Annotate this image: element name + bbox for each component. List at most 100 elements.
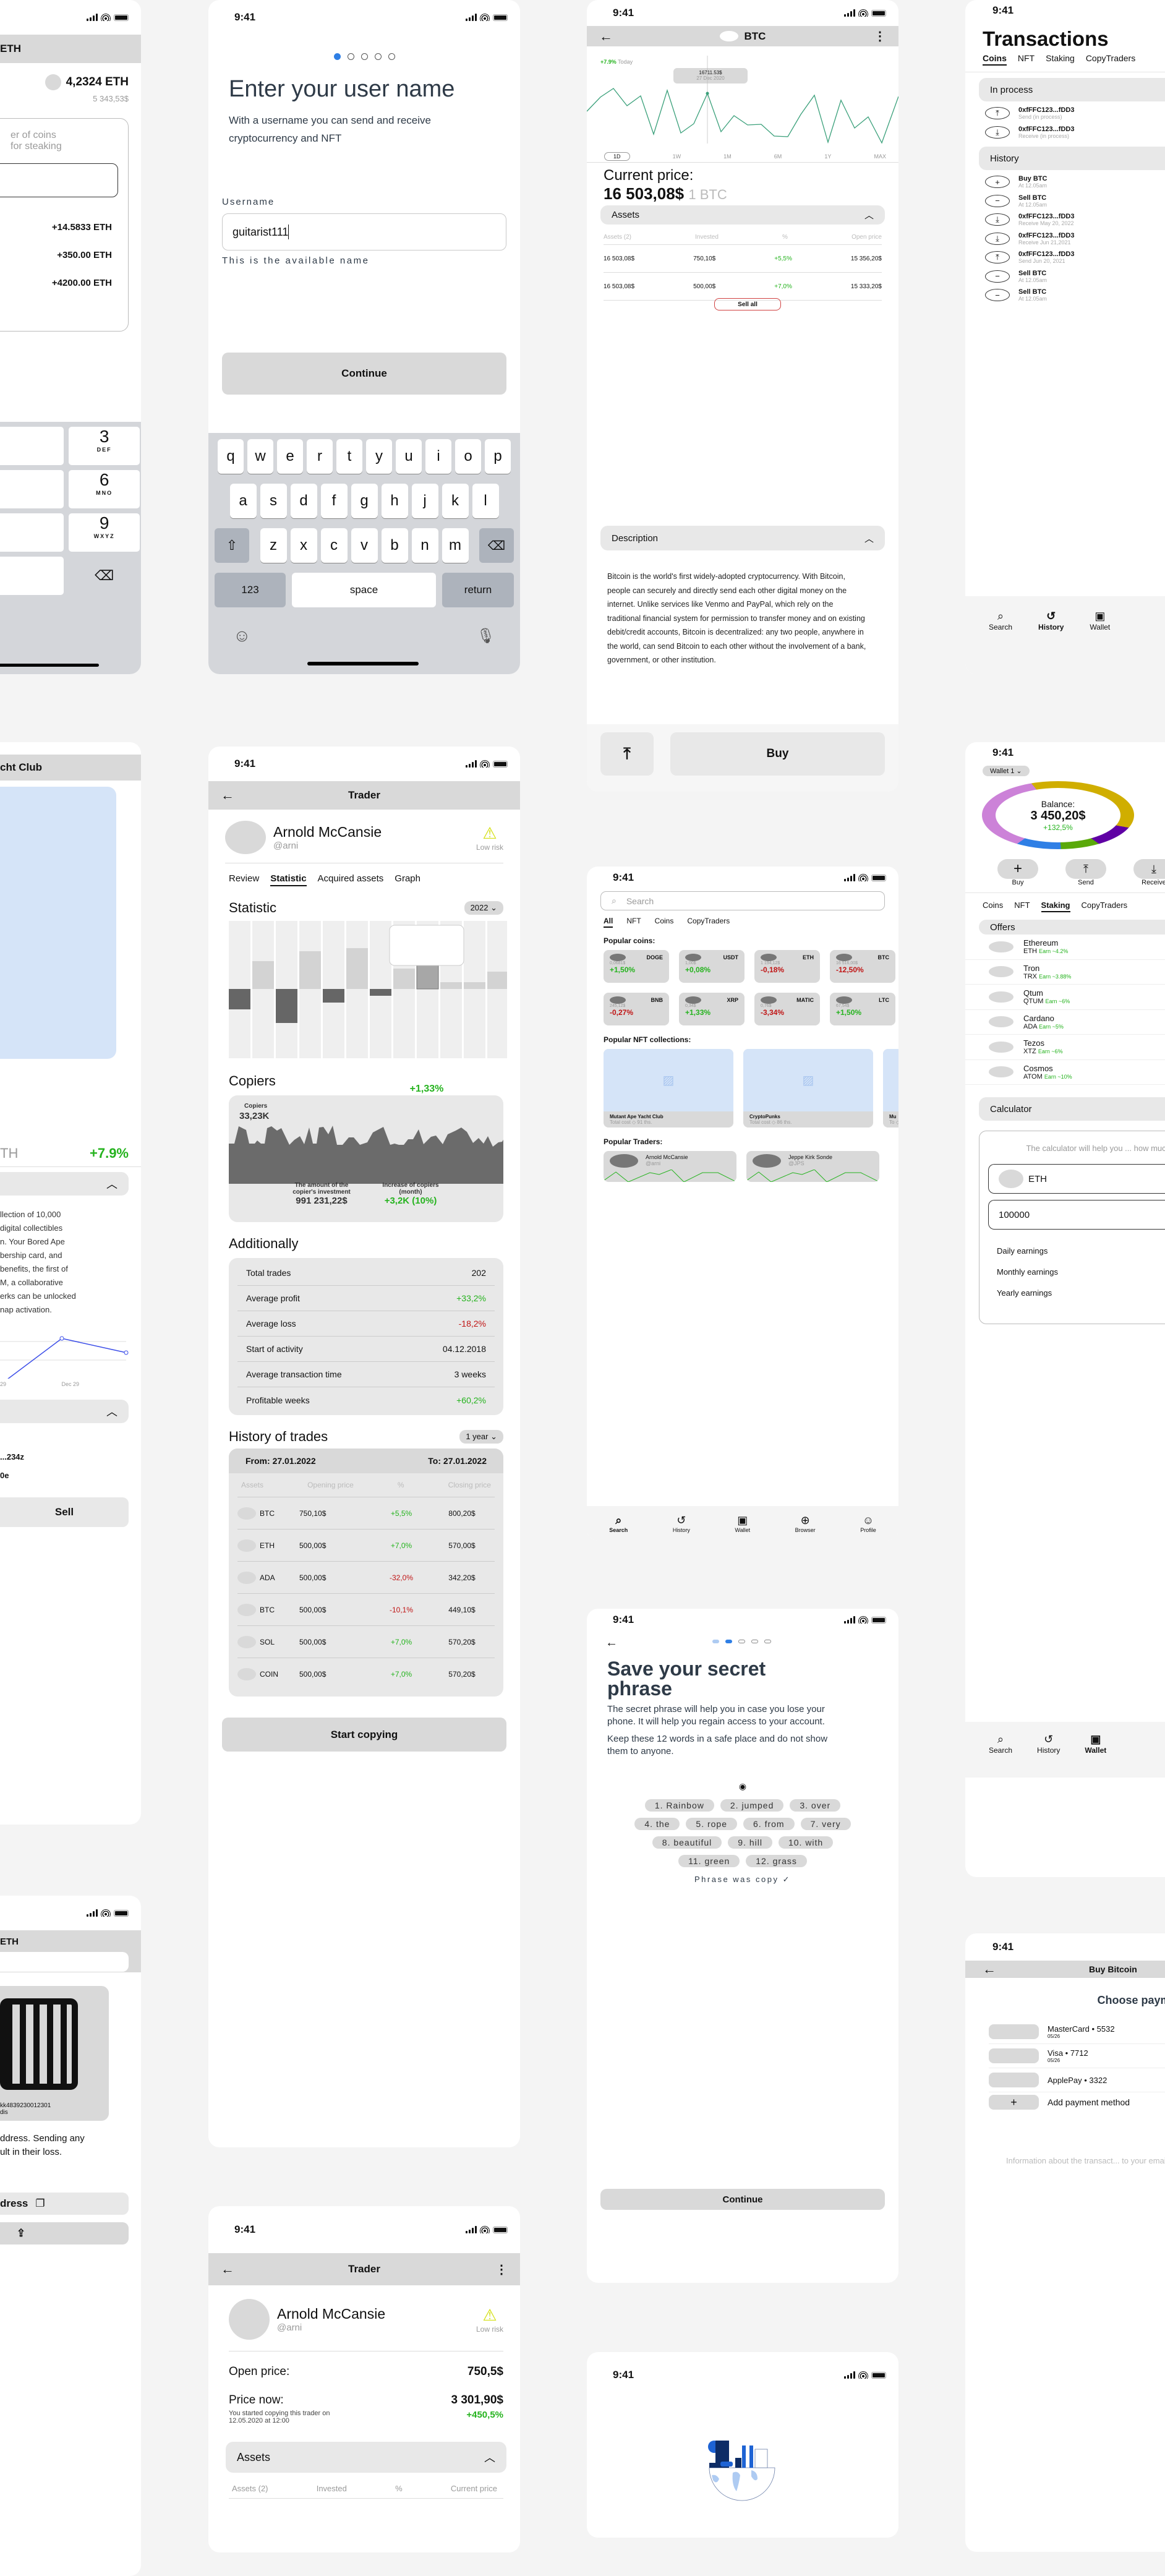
coin-card[interactable]: ETH 1 194,12$ -0,18% [754, 950, 820, 983]
nav-history[interactable]: ↺ History [672, 1513, 690, 1533]
tab-coins[interactable]: Coins [983, 901, 1004, 910]
eye-icon[interactable]: ◉ [738, 1781, 747, 1791]
coin-card[interactable]: BTC 16 516,00$ -12,50% [830, 950, 895, 983]
key-p[interactable]: p [485, 439, 511, 474]
staking-offer[interactable]: Qtum QTUM Earn ~6% [965, 985, 1165, 1010]
sell-button[interactable]: Sell [0, 1497, 129, 1527]
key-h[interactable]: h [381, 484, 408, 518]
key-j[interactable]: j [411, 484, 438, 518]
trade-row[interactable]: ADA 500,00$ -32,0% 342,20$ [237, 1562, 495, 1594]
key-i[interactable]: i [425, 439, 451, 474]
nav-wallet[interactable]: ▣ Wallet [735, 1513, 751, 1533]
more-vertical-icon[interactable]: ⋮ [495, 2262, 508, 2277]
nav-history[interactable]: ↺ History [1037, 1733, 1060, 1755]
transaction-item[interactable]: ⤓ 0xfFFC123...fDD3 Receive May 20, 2022 [985, 210, 1165, 229]
back-arrow-icon[interactable]: ← [605, 1636, 618, 1650]
nav-profile[interactable]: ☺ Profile [860, 1513, 876, 1533]
payment-method[interactable]: Visa • 7712 05/26 [989, 2044, 1165, 2068]
tab-nft[interactable]: NFT [626, 917, 641, 925]
key-m[interactable]: m [442, 528, 469, 563]
address-field[interactable] [0, 1952, 129, 1972]
continue-button[interactable]: Continue [600, 2189, 885, 2210]
numbers-key[interactable]: 123 [215, 573, 286, 607]
wallet-select[interactable]: Wallet 1 ⌄ [983, 766, 1030, 776]
transaction-item[interactable]: + Buy BTC At 12.05am [985, 173, 1165, 192]
send-action[interactable]: ⤒ Send [1065, 859, 1106, 886]
key-t[interactable]: t [336, 439, 362, 474]
staking-offer[interactable]: Ethereum ETH Earn ~4.2% [965, 935, 1165, 960]
tab-acquired-assets[interactable]: Acquired assets [317, 873, 384, 884]
payment-method[interactable]: ApplePay • 3322 [989, 2068, 1165, 2092]
microphone-icon[interactable]: 🎙 [476, 627, 495, 644]
tab-copytraders[interactable]: CopyTraders [1081, 901, 1128, 910]
amount-input[interactable] [0, 163, 118, 197]
nav-search[interactable]: ⌕ Search [989, 610, 1013, 631]
back-arrow-icon[interactable]: ← [599, 28, 613, 44]
range-6m[interactable]: 6M [774, 153, 782, 160]
receive-action[interactable]: ⤓ Receive [1133, 859, 1165, 886]
backspace-key[interactable]: ⌫ [95, 568, 114, 583]
key-x[interactable]: x [290, 528, 317, 563]
space-key[interactable]: space [292, 573, 436, 607]
key-v[interactable]: v [351, 528, 378, 563]
tab-review[interactable]: Review [229, 873, 260, 884]
coin-card[interactable]: BNB 245,12$ -0,27% [604, 993, 669, 1025]
tab-nft[interactable]: NFT [1014, 901, 1030, 910]
staking-offer[interactable]: Tron TRX Earn ~3.88% [965, 960, 1165, 985]
key-z[interactable]: z [260, 528, 287, 563]
trade-row[interactable]: ETH 500,00$ +7,0% 570,00$ [237, 1530, 495, 1562]
sell-all-button[interactable]: Sell all [714, 298, 781, 310]
share-button[interactable]: ⇪ [0, 2222, 129, 2244]
tab-copytraders[interactable]: CopyTraders [687, 917, 730, 925]
from-date[interactable]: 27.01.2022 [272, 1456, 316, 1466]
transaction-item[interactable]: − Sell BTC At 12.05am [985, 192, 1165, 211]
start-copying-button[interactable]: Start copying [222, 1718, 506, 1752]
back-arrow-icon[interactable]: ← [221, 2261, 234, 2277]
coin-select[interactable]: ETH [988, 1164, 1165, 1194]
trade-row[interactable]: SOL 500,00$ +7,0% 570,20$ [237, 1626, 495, 1658]
trader-card[interactable]: Arnold McCansie @arni [604, 1151, 736, 1182]
tab-coins[interactable]: Coins [654, 917, 674, 925]
trade-row[interactable]: BTC 500,00$ -10,1% 449,10$ [237, 1594, 495, 1626]
more-vertical-icon[interactable]: ⋮ [874, 30, 886, 43]
key-q[interactable]: q [218, 439, 244, 474]
description-section[interactable]: ︿ [0, 1172, 129, 1196]
tab-copytraders[interactable]: CopyTraders [1085, 53, 1136, 63]
staking-offer[interactable]: Tezos XTZ Earn ~6% [965, 1035, 1165, 1060]
key-y[interactable]: y [366, 439, 392, 474]
tab-staking[interactable]: Staking [1041, 901, 1070, 912]
nav-wallet[interactable]: ▣ Wallet [1090, 610, 1111, 631]
owners-section[interactable]: ︿ [0, 1400, 129, 1423]
assets-section[interactable]: Assets ︿ [600, 205, 885, 225]
tab-nft[interactable]: NFT [1017, 53, 1035, 63]
transaction-item[interactable]: ⤓ 0xfFFC123...fDD3 Receive (in process) [985, 123, 1165, 142]
search-input[interactable]: ⌕ Search [600, 891, 885, 910]
emoji-icon[interactable]: ☺ [233, 626, 251, 645]
back-arrow-icon[interactable]: ← [221, 787, 234, 803]
copy-address-button[interactable]: dress ❐ [0, 2193, 129, 2215]
key-b[interactable]: b [381, 528, 408, 563]
key-c[interactable]: c [320, 528, 348, 563]
range-1y[interactable]: 1Y [824, 153, 832, 160]
nav-search[interactable]: ⌕ Search [609, 1513, 628, 1533]
tab-all[interactable]: All [604, 917, 613, 928]
back-arrow-icon[interactable]: ← [983, 1961, 996, 1977]
nav-history[interactable]: ↺ History [1038, 610, 1064, 631]
asset-row[interactable]: 16 503,08$ 750,10$ +5,5% 15 356,20$ [604, 245, 882, 273]
nav-search[interactable]: ⌕ Search [989, 1733, 1013, 1755]
description-section[interactable]: Description ︿ [600, 526, 885, 550]
return-key[interactable]: return [442, 573, 514, 607]
year-select[interactable]: 2022 ⌄ [464, 901, 503, 915]
key-k[interactable]: k [442, 484, 469, 518]
period-select[interactable]: 1 year ⌄ [459, 1430, 503, 1444]
key-n[interactable]: n [411, 528, 438, 563]
key-3[interactable]: 3 DEF [69, 427, 140, 465]
key-r[interactable]: r [307, 439, 333, 474]
tab-coins[interactable]: Coins [983, 53, 1007, 66]
nav-wallet[interactable]: ▣ Wallet [1085, 1733, 1107, 1755]
coin-card[interactable]: MATIC 0,76$ -3,34% [754, 993, 820, 1025]
staking-offer[interactable]: Cardano ADA Earn ~5% [965, 1010, 1165, 1035]
key-f[interactable]: f [320, 484, 348, 518]
range-1d[interactable]: 1D [604, 152, 630, 161]
key-9[interactable]: 9 WXYZ [69, 513, 140, 552]
